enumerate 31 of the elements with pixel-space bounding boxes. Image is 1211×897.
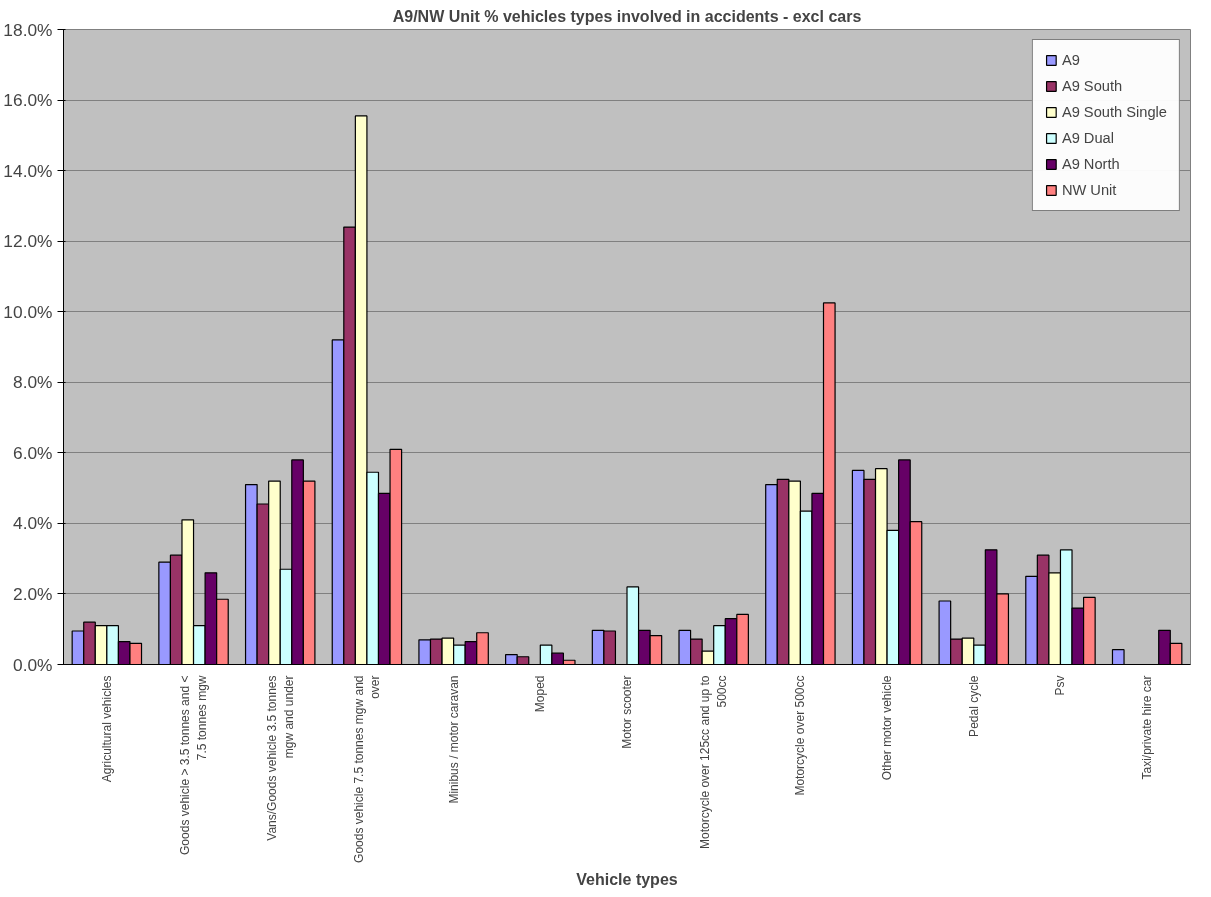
legend-label: A9 South Single <box>1061 104 1167 120</box>
y-tick-label: 0.0% <box>13 654 53 675</box>
x-tick-label: Agricultural vehicles <box>99 675 114 783</box>
x-axis-title: Vehicle types <box>576 870 678 888</box>
y-tick-label: 16.0% <box>3 90 53 111</box>
x-tick-label: Minibus / motor caravan <box>446 675 461 804</box>
legend-label: A9 <box>1061 52 1081 68</box>
x-tick-label: Taxi/private hire car <box>1140 675 1155 780</box>
x-tick-label: Psv <box>1053 675 1068 696</box>
x-tick-label: Motor scooter <box>620 675 634 749</box>
legend-label: A9 South <box>1061 78 1123 94</box>
chart-title: A9/NW Unit % vehicles types involved in accidents - excl cars <box>392 7 862 25</box>
legend-label: A9 Dual <box>1061 130 1115 146</box>
x-tick-label: Goods vehicle 7.5 tonnes mgw and over <box>351 675 383 863</box>
y-tick-label: 2.0% <box>13 583 53 604</box>
x-tick-label: Moped <box>533 675 548 713</box>
x-tick-label: Pedal cycle <box>966 675 981 737</box>
y-tick-label: 6.0% <box>13 442 53 463</box>
x-tick-label: Goods vehicle > 3.5 tonnes and < 7.5 tonnes mgw <box>178 675 209 855</box>
y-tick-label: 14.0% <box>3 160 53 181</box>
legend-label: NW Unit <box>1061 182 1117 198</box>
y-tick-label: 12.0% <box>3 231 53 252</box>
x-tick-label: Other motor vehicle <box>880 675 895 781</box>
x-tick-label: Motorcycle over 125cc and up to 500cc <box>698 675 730 849</box>
y-tick-label: 10.0% <box>3 301 53 322</box>
y-tick-label: 18.0% <box>3 19 53 40</box>
y-tick-label: 8.0% <box>13 372 53 393</box>
y-tick-label: 4.0% <box>13 513 53 534</box>
legend-label: A9 North <box>1061 156 1120 172</box>
x-tick-label: Motorcycle over 500cc <box>793 675 808 796</box>
x-tick-label: Vans/Goods vehicle 3.5 tonnes mgw and under <box>264 675 296 841</box>
